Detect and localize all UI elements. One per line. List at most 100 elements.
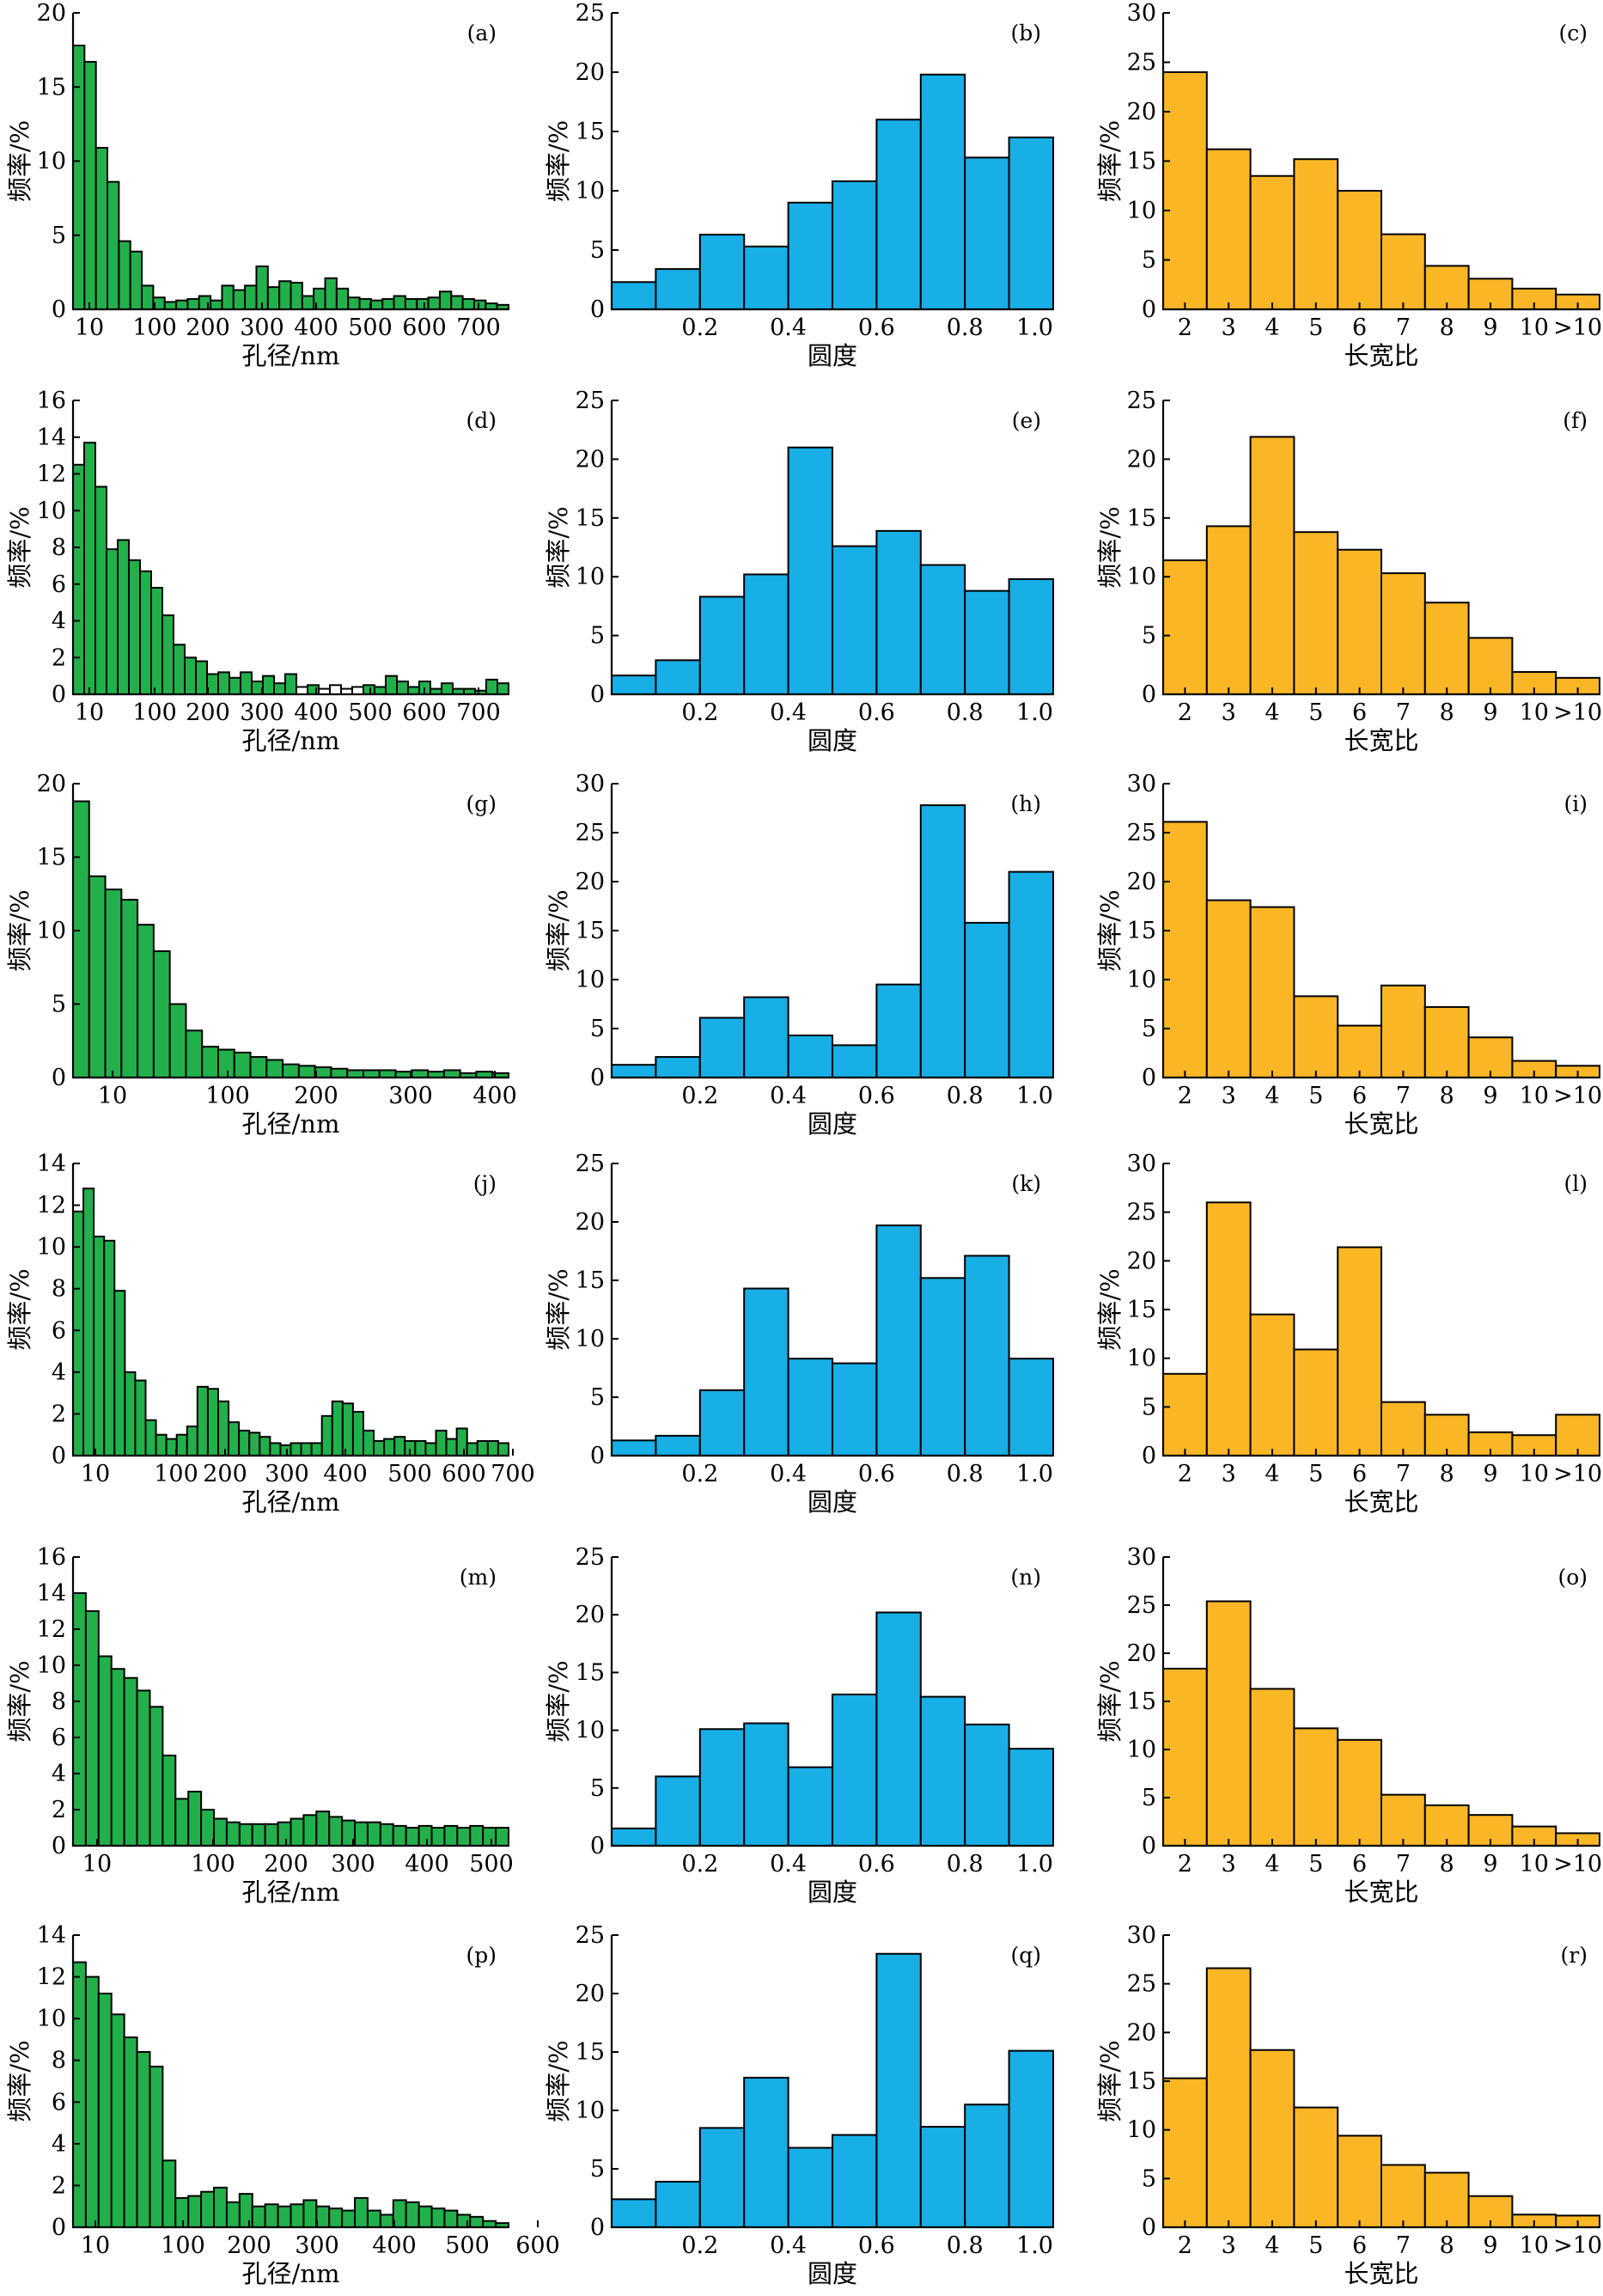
- bar: [441, 682, 454, 695]
- bar: [198, 295, 212, 311]
- bar: [213, 1817, 228, 1847]
- bar: [278, 280, 292, 311]
- bar: [1293, 995, 1339, 1079]
- bar: [1205, 1201, 1252, 1456]
- bar: [228, 1421, 241, 1457]
- bar: [259, 1436, 271, 1457]
- x-tick-label: >10: [1553, 314, 1602, 341]
- x-tick-label: 100: [132, 314, 177, 341]
- y-tick-label: 15: [1127, 2068, 1156, 2095]
- bar: [110, 1668, 125, 1847]
- x-tick-label: 100: [154, 1461, 198, 1487]
- bar: [186, 297, 200, 310]
- panel-n: 0 5 10 15 20 25 0.2 0.4 0.6 0.8 1.0 圆度 频率/% (n): [544, 1544, 1054, 1907]
- x-axis-label: 孔径/nm: [242, 341, 340, 370]
- y-tick-label: 20: [576, 1602, 605, 1628]
- x-tick-label: 8: [1440, 314, 1454, 341]
- y-tick-label: 0: [1142, 1443, 1156, 1469]
- y-tick-label: 0: [52, 2214, 66, 2241]
- x-tick-label: 200: [227, 2232, 271, 2259]
- y-tick-label: 5: [590, 1384, 605, 1411]
- x-tick-label: 8: [1440, 1461, 1454, 1487]
- y-tick-label: 6: [52, 1725, 66, 1751]
- x-tick-label: >10: [1553, 699, 1602, 726]
- y-tick-label: 20: [1127, 1640, 1156, 1667]
- x-tick-label: 600: [442, 1461, 486, 1487]
- y-tick-label: 15: [576, 119, 605, 145]
- bar: [655, 1056, 701, 1079]
- bar: [302, 1814, 318, 1847]
- x-tick-label: >10: [1553, 1083, 1602, 1109]
- x-tick-label: 500: [469, 1851, 514, 1878]
- bar: [611, 2198, 657, 2229]
- y-tick-label: 12: [37, 1616, 66, 1643]
- bar: [485, 678, 498, 696]
- bar: [72, 1592, 87, 1847]
- y-tick-label: 20: [1127, 869, 1156, 895]
- y-tick-label: 15: [1127, 505, 1156, 532]
- bar: [117, 539, 130, 696]
- y-tick-label: 10: [1127, 2117, 1156, 2144]
- bar: [1381, 1793, 1426, 1847]
- bar: [72, 800, 90, 1079]
- y-tick-label: 4: [52, 1761, 66, 1787]
- x-tick-label: 10: [75, 699, 104, 726]
- y-tick-label: 16: [37, 1544, 66, 1571]
- y-tick-label: 2: [52, 644, 66, 671]
- y-tick-label: 12: [37, 1193, 66, 1219]
- bar: [875, 1224, 922, 1456]
- y-tick-label: 5: [590, 623, 605, 650]
- x-axis-label: 孔径/nm: [242, 1878, 340, 1907]
- x-tick-label: 9: [1483, 699, 1497, 726]
- y-tick-label: 25: [1127, 1200, 1156, 1226]
- bar: [238, 2193, 253, 2228]
- y-tick-label: 25: [576, 0, 605, 27]
- bar: [225, 1821, 241, 1847]
- bar: [265, 1059, 284, 1078]
- bar: [743, 245, 789, 310]
- bar: [251, 2205, 266, 2228]
- bar: [124, 1371, 137, 1456]
- y-tick-label: 10: [37, 498, 66, 524]
- x-tick-label: 6: [1352, 1083, 1367, 1109]
- bar: [310, 1442, 323, 1457]
- bar: [427, 296, 441, 311]
- bar: [497, 1442, 509, 1457]
- bar: [174, 1798, 190, 1847]
- bar: [187, 2195, 203, 2229]
- y-tick-label: 15: [37, 74, 66, 101]
- y-tick-label: 0: [1142, 1833, 1156, 1859]
- bar: [469, 1824, 485, 1847]
- bar: [120, 899, 139, 1078]
- bar: [264, 2203, 279, 2229]
- y-tick-label: 20: [37, 771, 66, 797]
- bar: [1337, 2134, 1382, 2228]
- bar: [162, 2159, 177, 2229]
- x-tick-label: 10: [75, 314, 104, 341]
- bar: [213, 2186, 228, 2229]
- panel-label: (h): [1010, 791, 1041, 816]
- panel-h: 0 5 10 15 20 25 30 0.2 0.4 0.6 0.8 1.0 圆度 频率/% (h): [544, 771, 1054, 1139]
- bar: [1162, 1372, 1208, 1457]
- bar: [369, 299, 384, 310]
- y-tick-label: 25: [1127, 1971, 1156, 1998]
- y-tick-label: 0: [590, 2214, 605, 2241]
- x-tick-label: 10: [1520, 1083, 1549, 1109]
- y-tick-label: 10: [1127, 967, 1156, 993]
- bar: [175, 299, 189, 310]
- bar: [1337, 1738, 1382, 1847]
- bar: [351, 686, 364, 696]
- y-tick-label: 4: [52, 2131, 66, 2158]
- x-tick-label: 300: [240, 699, 284, 726]
- bar: [379, 2214, 394, 2228]
- y-tick-label: 10: [37, 2006, 66, 2032]
- x-tick-label: 100: [161, 2232, 205, 2259]
- bar: [787, 2146, 833, 2229]
- bar: [455, 1427, 468, 1457]
- bar: [964, 921, 1010, 1078]
- bar: [418, 2205, 433, 2228]
- bar: [1205, 148, 1252, 310]
- x-tick-label: 300: [331, 1851, 375, 1878]
- bar: [964, 156, 1010, 310]
- x-tick-label: 200: [203, 1461, 247, 1487]
